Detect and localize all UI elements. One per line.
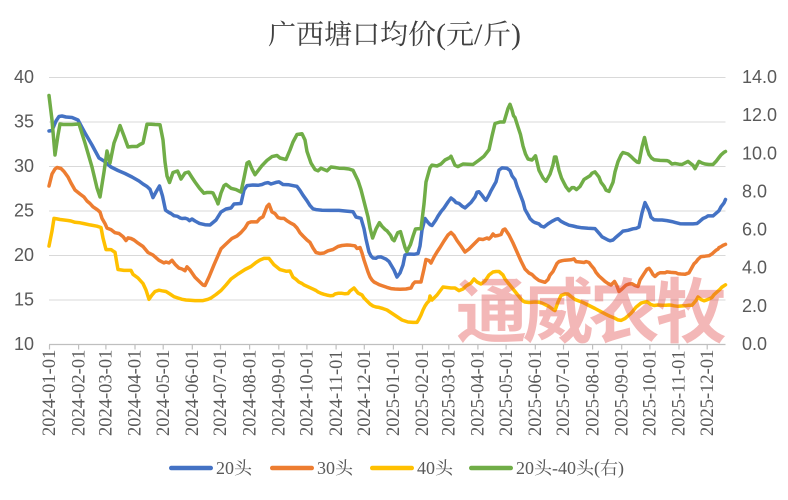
svg-text:12.0: 12.0 <box>742 105 777 125</box>
svg-text:2024-10-01: 2024-10-01 <box>298 350 318 436</box>
svg-text:2025-03-01: 2025-03-01 <box>440 350 460 436</box>
svg-text:2: 2 <box>516 458 525 478</box>
svg-text:8.0: 8.0 <box>742 181 767 201</box>
svg-text:/: / <box>474 18 483 51</box>
svg-text:6.0: 6.0 <box>742 220 767 240</box>
svg-text:2025-07-01: 2025-07-01 <box>554 350 574 436</box>
svg-text:2024-02-01: 2024-02-01 <box>69 350 89 436</box>
svg-text:10: 10 <box>14 334 34 354</box>
svg-text:2025-09-01: 2025-09-01 <box>612 350 632 436</box>
svg-text:2025-02-01: 2025-02-01 <box>413 350 433 436</box>
svg-text:2024-11-01: 2024-11-01 <box>327 350 347 436</box>
svg-text:2024-08-01: 2024-08-01 <box>240 350 260 436</box>
svg-text:-: - <box>552 458 558 478</box>
svg-text:2025-05-01: 2025-05-01 <box>497 350 517 436</box>
svg-text:0: 0 <box>426 458 435 478</box>
svg-text:2025-11-01: 2025-11-01 <box>670 350 690 436</box>
svg-text:2.0: 2.0 <box>742 296 767 316</box>
svg-text:15: 15 <box>14 290 34 310</box>
svg-text:0: 0 <box>525 458 534 478</box>
svg-text:(: ( <box>594 458 600 479</box>
svg-text:0: 0 <box>326 458 335 478</box>
svg-text:2024-05-01: 2024-05-01 <box>154 350 174 436</box>
svg-text:20: 20 <box>14 245 34 265</box>
svg-text:2025-06-01: 2025-06-01 <box>526 350 546 436</box>
svg-text:3: 3 <box>317 458 326 478</box>
svg-text:2024-04-01: 2024-04-01 <box>126 350 146 436</box>
svg-text:0.0: 0.0 <box>742 334 767 354</box>
svg-text:40: 40 <box>14 67 34 87</box>
svg-text:2024-12-01: 2024-12-01 <box>355 350 375 436</box>
svg-text:2025-12-01: 2025-12-01 <box>698 350 718 436</box>
svg-text:35: 35 <box>14 112 34 132</box>
svg-text:10.0: 10.0 <box>742 143 777 163</box>
svg-text:2025-04-01: 2025-04-01 <box>469 350 489 436</box>
svg-text:): ) <box>618 458 624 479</box>
svg-text:0: 0 <box>225 458 234 478</box>
svg-text:2025-08-01: 2025-08-01 <box>583 350 603 436</box>
svg-text:(: ( <box>436 18 446 51</box>
svg-text:2025-10-01: 2025-10-01 <box>641 350 661 436</box>
svg-text:2024-07-01: 2024-07-01 <box>211 350 231 436</box>
svg-text:4: 4 <box>558 458 567 478</box>
svg-text:25: 25 <box>14 201 34 221</box>
svg-text:): ) <box>511 18 521 51</box>
svg-text:2025-01-01: 2025-01-01 <box>384 350 404 436</box>
svg-text:4.0: 4.0 <box>742 258 767 278</box>
svg-text:4: 4 <box>417 458 426 478</box>
svg-text:14.0: 14.0 <box>742 67 777 87</box>
svg-text:0: 0 <box>567 458 576 478</box>
svg-text:2024-03-01: 2024-03-01 <box>97 350 117 436</box>
svg-text:2024-01-01: 2024-01-01 <box>40 350 60 436</box>
svg-text:2024-06-01: 2024-06-01 <box>183 350 203 436</box>
svg-text:2024-09-01: 2024-09-01 <box>270 350 290 436</box>
svg-text:2: 2 <box>216 458 225 478</box>
svg-text:30: 30 <box>14 156 34 176</box>
